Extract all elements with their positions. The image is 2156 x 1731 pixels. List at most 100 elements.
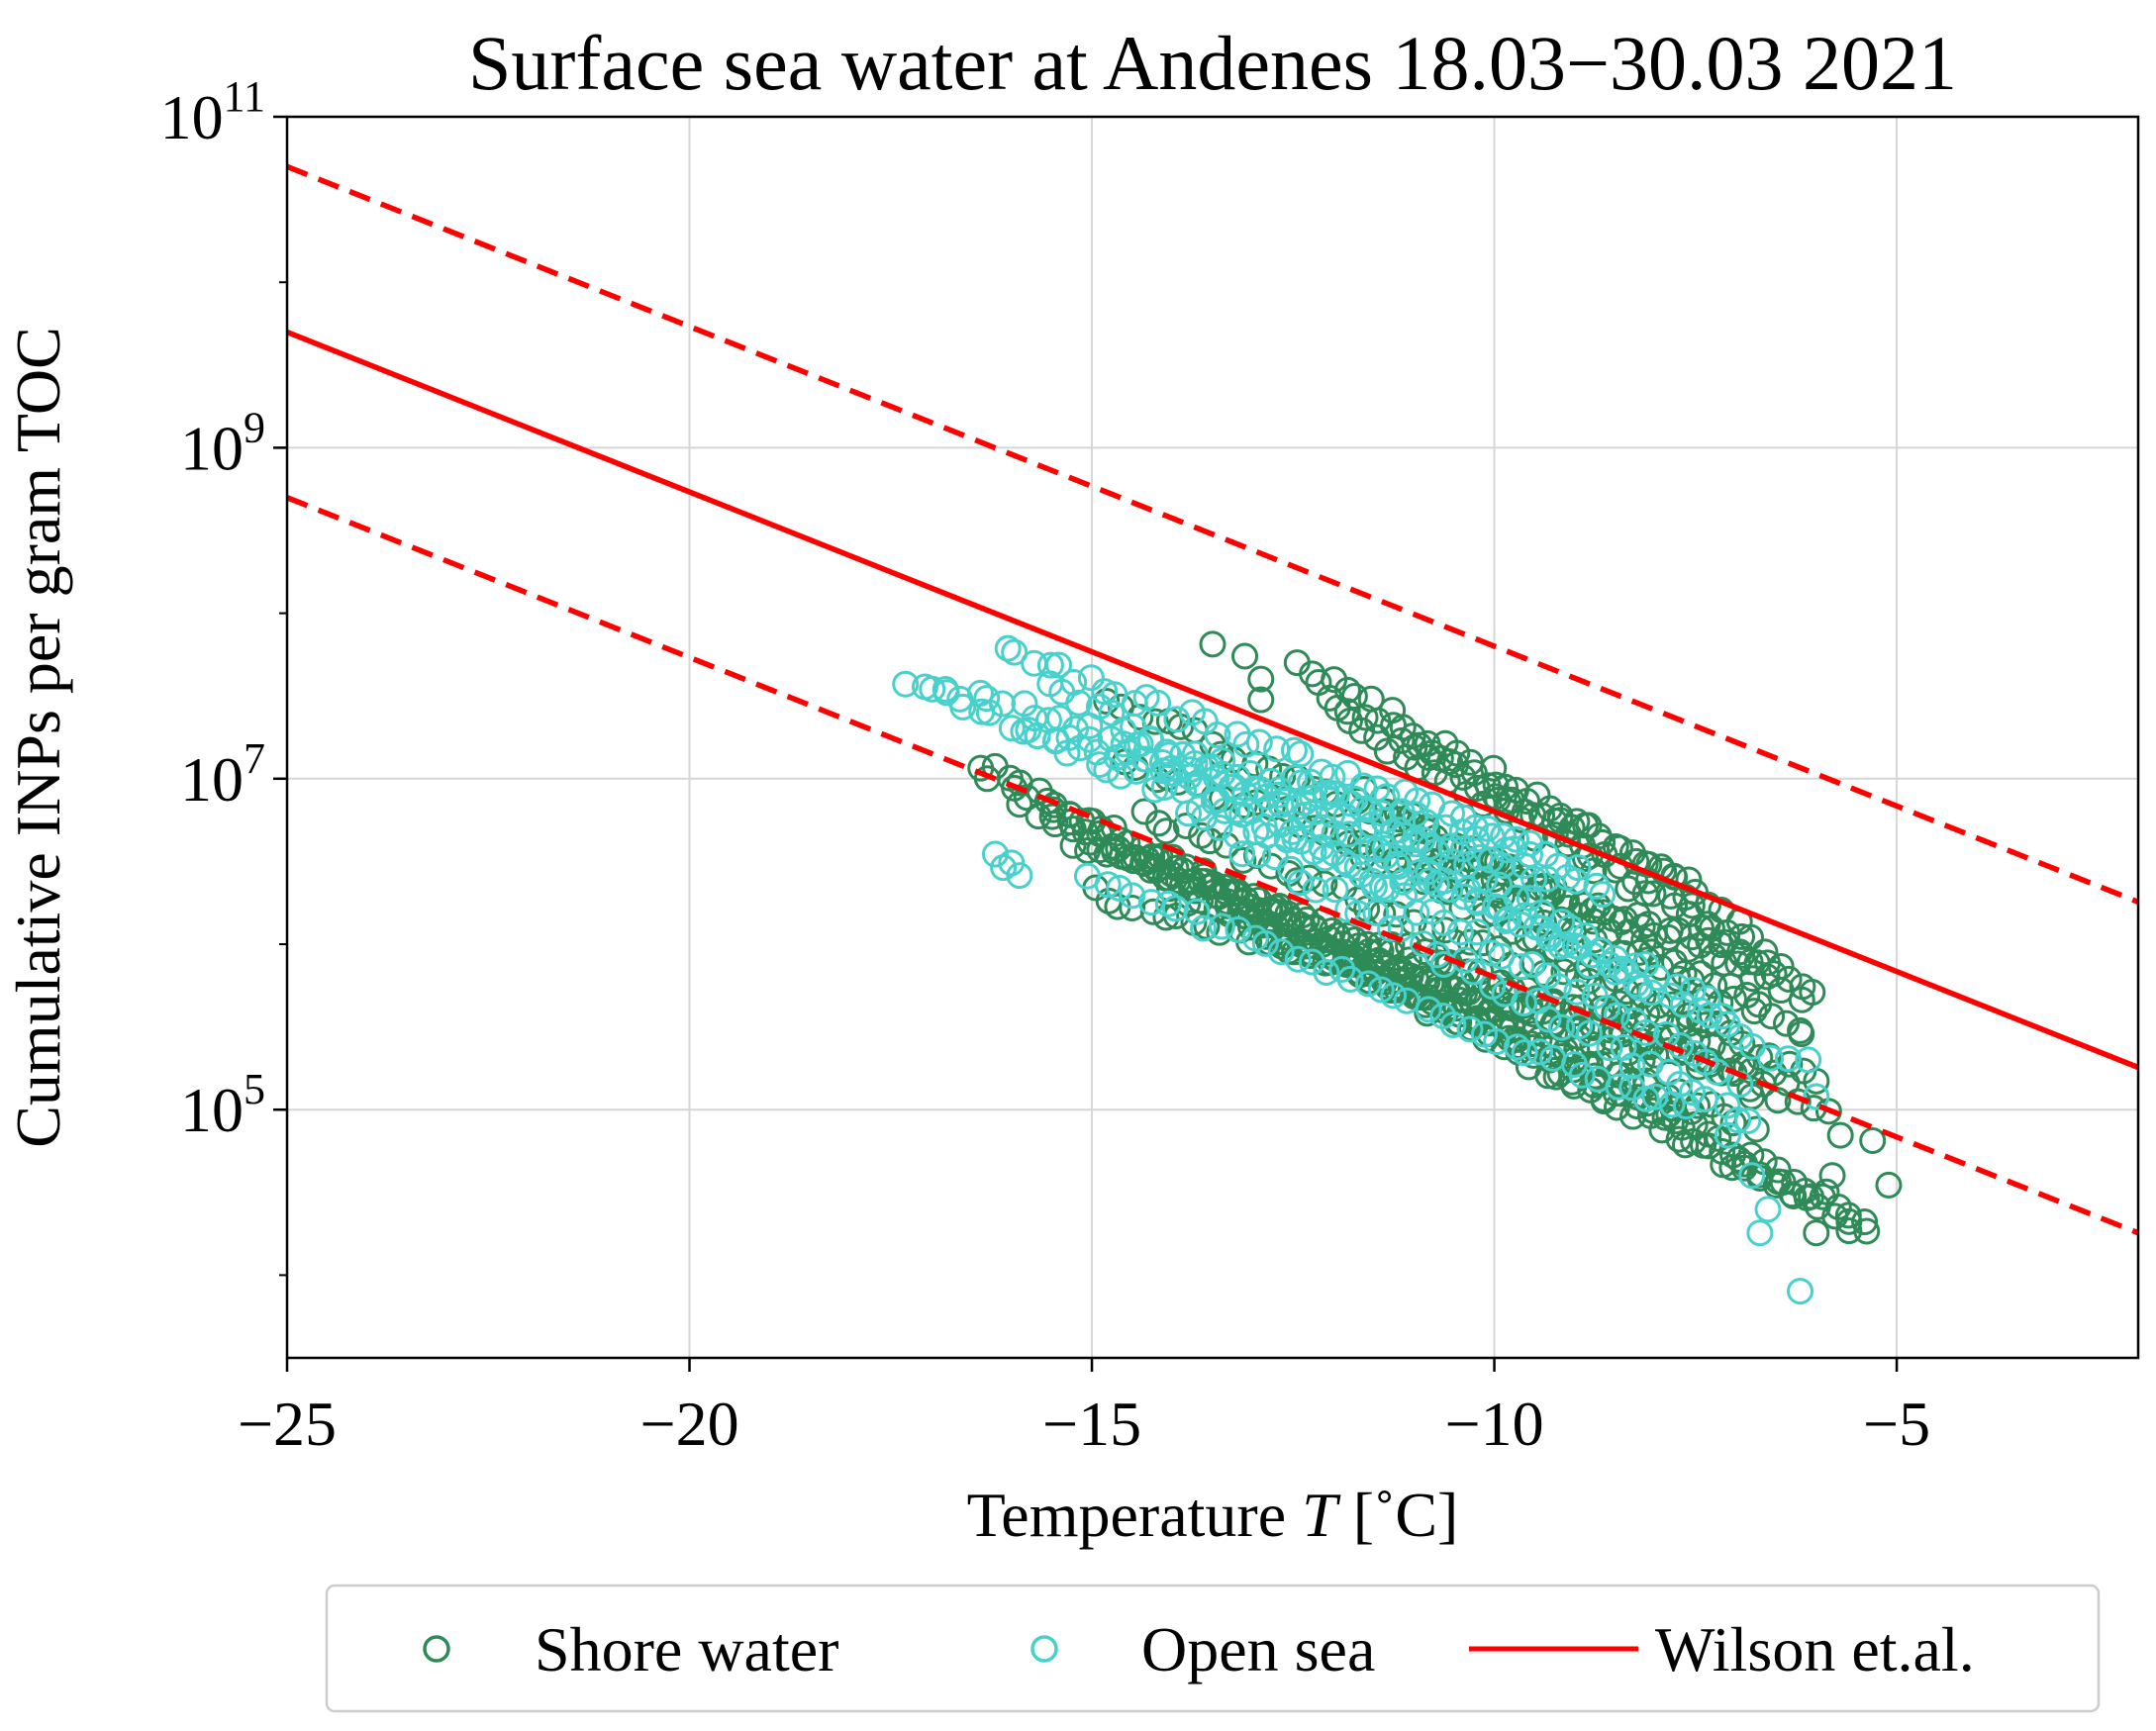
shore-water-point [1429, 989, 1457, 1016]
shore-water-point [1853, 1217, 1881, 1245]
open-sea-point [1439, 1010, 1467, 1038]
open-sea-point [1422, 838, 1450, 866]
open-sea-point [1754, 1196, 1782, 1223]
open-sea-point [1618, 1052, 1646, 1080]
open-sea-point [1526, 1038, 1554, 1066]
open-sea-point [1386, 817, 1414, 844]
open-sea-point [1107, 762, 1134, 790]
shore-water-point [1534, 1062, 1562, 1090]
open-sea-point [1613, 957, 1640, 985]
open-sea-point [1106, 874, 1133, 902]
legend: Shore water Open sea Wilson et.al. [325, 1584, 2101, 1713]
open-sea-point [1302, 876, 1329, 904]
shore-water-point [1615, 1039, 1642, 1067]
open-sea-point [1223, 821, 1250, 849]
x-tick-label: −20 [639, 1389, 738, 1459]
open-sea-point [988, 690, 1016, 718]
open-sea-point [931, 676, 959, 704]
shore-water-point [1615, 918, 1642, 946]
open-sea-point [1463, 889, 1491, 916]
shore-water-point [1262, 894, 1290, 921]
open-sea-point [966, 679, 994, 707]
open-sea-point [1277, 855, 1305, 883]
shore-water-point [1418, 914, 1445, 942]
open-sea-point [1669, 991, 1697, 1018]
open-sea-point [1456, 1015, 1484, 1043]
open-sea-point [1228, 840, 1256, 868]
shore-water-point [1025, 803, 1052, 830]
shore-water-point [1203, 895, 1230, 922]
shore-water-point [1709, 1137, 1736, 1165]
shore-water-point [1156, 875, 1184, 903]
open-sea-point [1119, 882, 1146, 910]
legend-marker-open-sea [1030, 1635, 1058, 1663]
open-sea-point [1137, 889, 1165, 916]
shore-water-point [1615, 875, 1642, 903]
open-sea-point [1284, 945, 1312, 973]
open-sea-point [1281, 764, 1309, 792]
shore-water-point [1389, 714, 1417, 741]
open-sea-point [1774, 1045, 1802, 1073]
open-sea-point [1803, 1083, 1830, 1110]
shore-water-point [1740, 998, 1768, 1025]
open-sea-point [1589, 881, 1617, 909]
open-sea-point [1208, 913, 1235, 940]
shore-water-point [1834, 1202, 1862, 1229]
open-sea-point [1746, 1219, 1774, 1247]
shore-water-point [1498, 786, 1525, 814]
plot-frame [285, 115, 2140, 1360]
open-sea-point [1206, 814, 1233, 841]
x-axis-label: Temperature T [˚C] [967, 1480, 1459, 1550]
grid [286, 116, 2138, 1358]
shore-water-point [1480, 754, 1508, 782]
shore-water-point [1225, 878, 1252, 906]
open-sea-point [1362, 899, 1390, 926]
shore-water-point [1631, 880, 1659, 908]
y-axis-ticks: 105 107 109 1011 [160, 72, 287, 1277]
open-sea-point [1280, 736, 1308, 764]
legend-frame [325, 1584, 2101, 1713]
open-sea-point [994, 634, 1022, 662]
open-sea-point [1453, 851, 1481, 879]
shore-water-point [1172, 853, 1200, 881]
shore-water-point [1433, 971, 1461, 999]
open-sea-point [1250, 813, 1278, 840]
open-sea-point [1461, 814, 1489, 841]
open-sea-point [1596, 951, 1623, 979]
shore-water-point [1249, 912, 1277, 939]
open-sea-point [1001, 638, 1029, 666]
open-sea-point [1438, 800, 1466, 827]
x-tick-label: −5 [1863, 1389, 1930, 1459]
shore-water-point [1348, 717, 1376, 744]
shore-water-point [1290, 914, 1318, 942]
shore-water-point [1665, 1125, 1693, 1153]
open-sea-point [1402, 826, 1429, 854]
open-sea-point [1354, 970, 1382, 998]
open-sea-point [1626, 974, 1654, 1002]
open-sea-point [1714, 1121, 1741, 1149]
y-tick-label: 1011 [160, 72, 265, 152]
open-sea-point [1489, 852, 1517, 880]
open-sea-point [1287, 869, 1315, 897]
y-tick-label: 109 [180, 403, 265, 483]
shore-water-point [1762, 1171, 1790, 1199]
open-sea-point [1334, 759, 1362, 787]
shore-water-point [1859, 1126, 1887, 1154]
shore-water-point [1383, 901, 1411, 928]
shore-water-point [1514, 788, 1541, 816]
open-sea-point [1360, 873, 1388, 901]
open-sea-point [1605, 1073, 1632, 1101]
legend-label-wilson: Wilson et.al. [1655, 1614, 1975, 1684]
x-axis-ticks: −25 −20 −15 −10 −5 [238, 1358, 1930, 1459]
shore-water-point [1482, 783, 1510, 811]
open-sea-point [1190, 914, 1218, 942]
open-sea-point [1042, 726, 1070, 754]
open-sea-point [1085, 693, 1113, 721]
open-sea-point [919, 675, 946, 703]
open-sea-point [1186, 770, 1214, 798]
open-sea-point [1373, 875, 1401, 903]
shore-water-point [1787, 1016, 1814, 1044]
shore-water-point [1213, 831, 1240, 859]
shore-water-point [1704, 1010, 1731, 1037]
open-sea-point [1086, 751, 1114, 779]
